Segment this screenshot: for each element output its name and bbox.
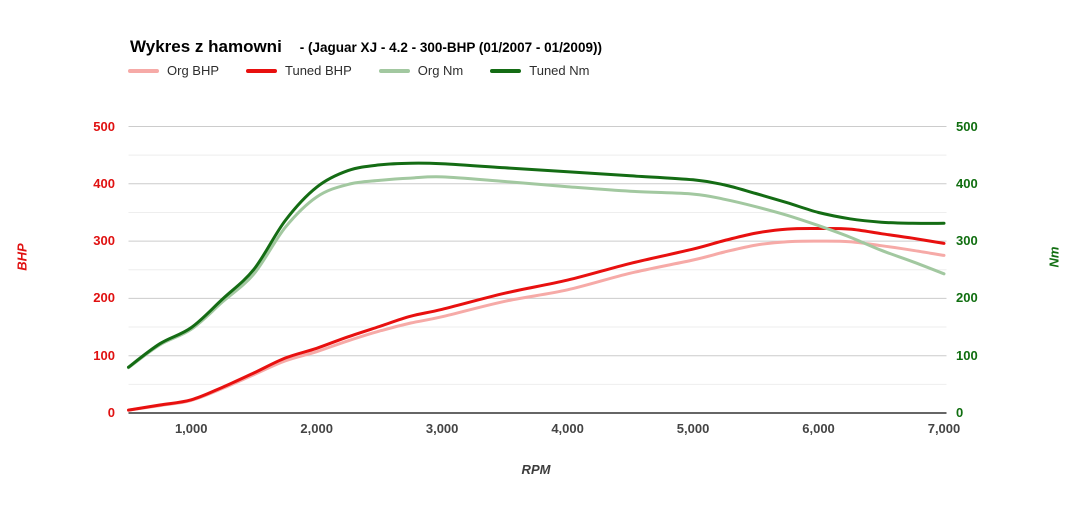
y-axis-tick-left: 400 — [93, 175, 115, 191]
legend-item-org-nm: Org Nm — [378, 63, 464, 78]
chart-header: Wykres z hamowni - (Jaguar XJ - 4.2 - 30… — [130, 37, 602, 57]
x-axis-tick: 6,000 — [802, 421, 835, 436]
chart-title: Wykres z hamowni — [130, 37, 282, 56]
legend-item-tuned-bhp: Tuned BHP — [246, 63, 352, 78]
legend-item-tuned-nm: Tuned Nm — [490, 63, 589, 78]
x-axis-tick: 4,000 — [551, 421, 584, 436]
series-line-tuned-nm — [127, 161, 946, 369]
x-axis-title: RPM — [521, 462, 551, 477]
x-axis-tick: 2,000 — [300, 421, 333, 436]
chart-subtitle: - (Jaguar XJ - 4.2 - 300-BHP (01/2007 - … — [299, 40, 602, 55]
legend-line-swatch — [128, 68, 159, 73]
y-axis-tick-left: 0 — [107, 405, 115, 420]
legend: Org BHP Tuned BHP Org Nm Tuned Nm — [128, 63, 589, 78]
y-axis-tick-left: 500 — [93, 118, 115, 134]
legend-line-swatch — [490, 68, 522, 73]
y-axis-tick-right: 400 — [956, 175, 978, 191]
legend-label: Org BHP — [167, 63, 220, 78]
y-axis-tick-left: 100 — [93, 347, 115, 363]
x-axis-tick: 7,000 — [927, 421, 961, 436]
series-line-org-nm — [127, 175, 946, 370]
y-axis-tick-right: 200 — [956, 290, 978, 306]
y-axis-tick-left: 300 — [93, 233, 115, 249]
legend-item-org-bhp: Org BHP — [128, 63, 219, 78]
y-axis-tick-right: 0 — [956, 405, 964, 420]
legend-label: Tuned BHP — [285, 63, 352, 78]
x-axis-tick: 1,000 — [174, 421, 208, 436]
legend-line-swatch — [246, 68, 278, 73]
legend-line-swatch — [378, 68, 410, 73]
series-line-tuned-bhp — [127, 226, 946, 412]
x-axis-tick: 3,000 — [425, 421, 459, 436]
y-axis-tick-right: 500 — [956, 118, 978, 134]
y-axis-tick-right: 300 — [956, 233, 978, 249]
legend-label: Tuned Nm — [529, 63, 590, 78]
y-axis-tick-right: 100 — [956, 347, 978, 363]
y-axis-tick-left: 200 — [93, 290, 115, 306]
x-axis-tick: 5,000 — [676, 421, 710, 436]
legend-label: Org Nm — [417, 63, 464, 78]
